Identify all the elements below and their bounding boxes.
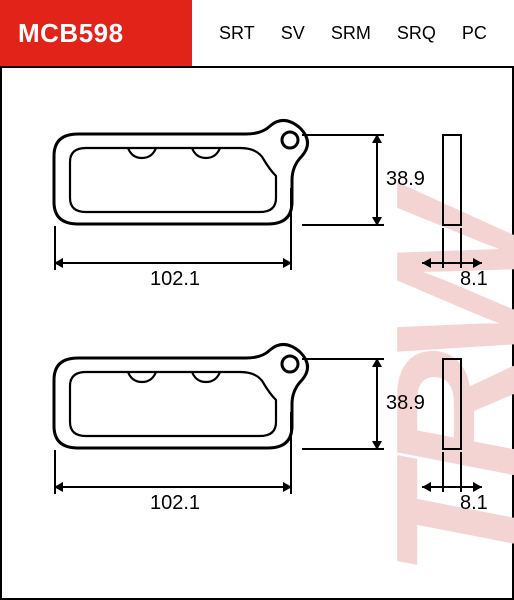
compound-srq: SRQ	[397, 23, 436, 44]
brake-pad-top	[32, 116, 312, 246]
part-number-block: MCB598	[0, 0, 192, 66]
compound-srm: SRM	[331, 23, 371, 44]
dim-height-top-label: 38.9	[386, 168, 425, 191]
part-number: MCB598	[18, 18, 124, 49]
dim-height-bottom-label: 38.9	[386, 392, 425, 415]
dim-thickness-top-label: 8.1	[460, 268, 488, 291]
dim-thickness-bottom	[422, 486, 482, 488]
compound-sv: SV	[281, 23, 305, 44]
compound-srt: SRT	[219, 23, 255, 44]
header-bar: MCB598 SRT SV SRM SRQ PC	[0, 0, 514, 68]
compound-list: SRT SV SRM SRQ PC	[192, 0, 514, 66]
brake-pad-bottom	[32, 340, 312, 470]
dim-thickness-bottom-label: 8.1	[460, 492, 488, 515]
compound-pc: PC	[462, 23, 487, 44]
dim-height-top	[376, 134, 378, 226]
thickness-bar-bottom	[442, 358, 462, 450]
dim-thickness-top	[422, 262, 482, 264]
dim-width-top	[54, 262, 292, 264]
diagram-area: TRW 102.1 38.9 8.1 102.1 38.9	[0, 68, 514, 600]
dim-height-bottom	[376, 358, 378, 450]
thickness-bar-top	[442, 134, 462, 226]
dim-width-top-label: 102.1	[150, 268, 200, 291]
dim-width-bottom	[54, 486, 292, 488]
dim-width-bottom-label: 102.1	[150, 492, 200, 515]
